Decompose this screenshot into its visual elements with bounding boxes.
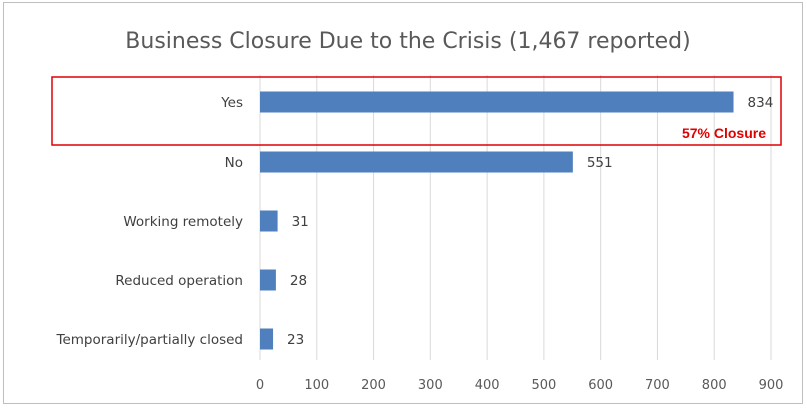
x-tick-label: 600 bbox=[588, 378, 613, 393]
x-axis-ticks: 0 100 200 300 400 500 600 700 800 900 bbox=[256, 378, 784, 393]
category-labels: Yes No Working remotely Reduced operation Te… bbox=[56, 95, 243, 348]
bar bbox=[260, 269, 276, 291]
bar bbox=[260, 151, 573, 173]
category-label: Working remotely bbox=[123, 214, 243, 230]
chart-frame bbox=[3, 2, 803, 404]
value-label: 31 bbox=[292, 214, 309, 230]
value-label: 23 bbox=[287, 332, 304, 348]
category-label: Reduced operation bbox=[115, 273, 243, 289]
category-label: No bbox=[225, 155, 243, 171]
bar bbox=[260, 210, 278, 232]
bar bbox=[260, 91, 734, 113]
value-label: 28 bbox=[290, 273, 307, 289]
x-tick-label: 500 bbox=[531, 378, 556, 393]
category-label: Yes bbox=[220, 95, 243, 111]
x-tick-label: 900 bbox=[759, 378, 784, 393]
bar bbox=[260, 328, 274, 350]
value-label: 834 bbox=[748, 95, 774, 111]
x-tick-label: 700 bbox=[645, 378, 670, 393]
x-tick-label: 100 bbox=[304, 378, 329, 393]
x-tick-label: 300 bbox=[418, 378, 443, 393]
grid-lines bbox=[259, 75, 772, 360]
x-tick-label: 200 bbox=[361, 378, 386, 393]
chart-title: Business Closure Due to the Crisis (1,46… bbox=[125, 29, 690, 54]
bars bbox=[260, 91, 734, 350]
x-tick-label: 0 bbox=[256, 378, 264, 393]
value-label: 551 bbox=[587, 155, 613, 171]
x-tick-label: 400 bbox=[475, 378, 500, 393]
x-tick-label: 800 bbox=[702, 378, 727, 393]
value-labels: 834 551 31 28 23 bbox=[287, 95, 773, 348]
closure-annotation: 57% Closure bbox=[682, 125, 766, 141]
highlight-box bbox=[51, 76, 782, 146]
category-label: Temporarily/partially closed bbox=[56, 332, 243, 348]
